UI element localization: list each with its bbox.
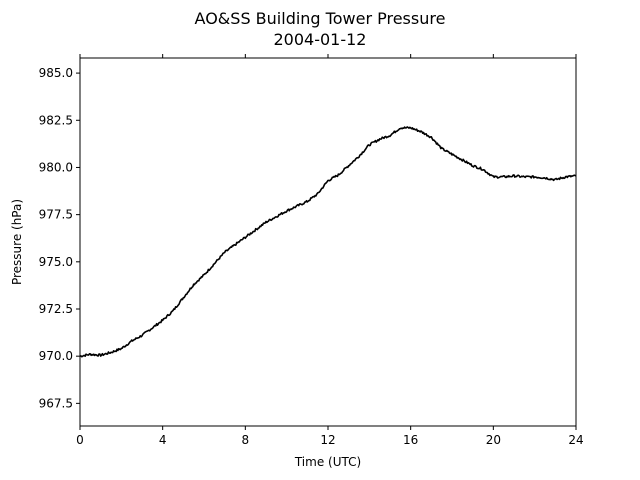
x-tick-label: 16 — [403, 433, 418, 447]
y-tick-label: 967.5 — [39, 396, 73, 410]
y-tick-label: 977.5 — [39, 208, 73, 222]
chart-subtitle: 2004-01-12 — [274, 30, 367, 49]
y-tick-label: 975.0 — [39, 255, 73, 269]
y-tick-label: 980.0 — [39, 160, 73, 174]
plot-frame — [79, 57, 577, 427]
y-tick-label: 972.5 — [39, 302, 73, 316]
y-tick-label: 982.5 — [39, 113, 73, 127]
x-axis: 0 4 8 12 16 20 24 — [76, 54, 584, 447]
x-tick-label: 0 — [76, 433, 84, 447]
plot-area — [79, 126, 577, 358]
x-axis-label: Time (UTC) — [294, 455, 361, 469]
x-tick-label: 4 — [159, 433, 167, 447]
x-tick-label: 24 — [568, 433, 583, 447]
x-tick-label: 8 — [242, 433, 250, 447]
y-axis: 967.5 970.0 972.5 975.0 977.5 980.0 982.5 985.0 — [39, 66, 80, 410]
y-axis-label: Pressure (hPa) — [10, 199, 24, 285]
x-tick-label: 12 — [320, 433, 335, 447]
chart-title: AO&SS Building Tower Pressure — [195, 9, 446, 28]
y-tick-label: 985.0 — [39, 66, 73, 80]
x-tick-label: 20 — [486, 433, 501, 447]
y-tick-label: 970.0 — [39, 349, 73, 363]
series-line-0 — [79, 126, 577, 358]
